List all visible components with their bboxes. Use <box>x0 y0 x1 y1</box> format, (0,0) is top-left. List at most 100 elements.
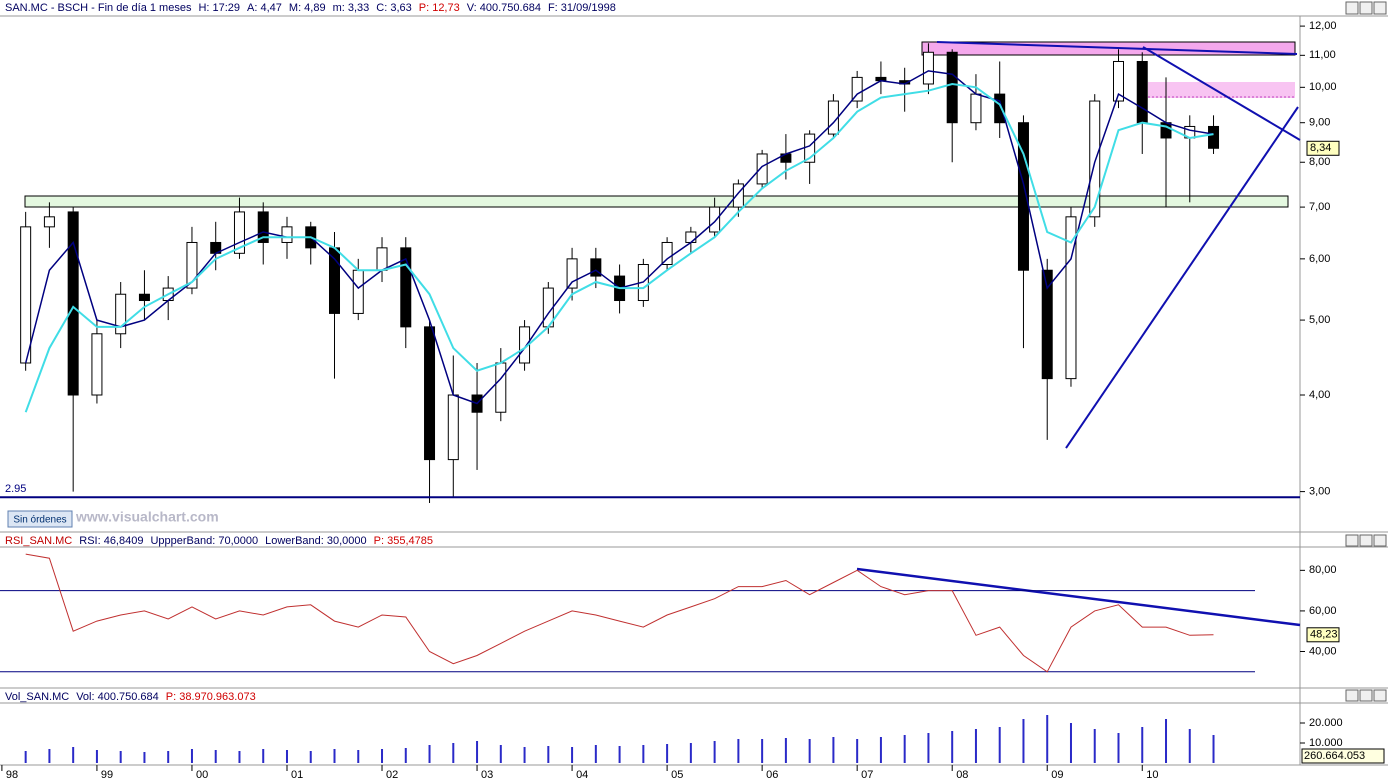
candle-body <box>709 206 721 233</box>
volume-bar <box>737 739 740 763</box>
support-label: 2.95 <box>5 483 26 495</box>
candle-body <box>400 247 412 328</box>
volume-bar <box>974 729 977 763</box>
candle-body <box>1089 100 1101 218</box>
volume-bar <box>666 744 669 763</box>
volume-bar <box>1069 723 1072 763</box>
x-tick-label: 08 <box>956 769 968 781</box>
volume-bar <box>927 733 930 763</box>
candle-body <box>233 211 245 254</box>
last-value-box <box>1306 627 1340 643</box>
volume-bar <box>1165 719 1168 763</box>
candle-body <box>495 362 507 413</box>
candle-body <box>115 293 127 335</box>
header-item: m: 3,33 <box>333 2 370 14</box>
header-item: C: 3,63 <box>376 2 411 14</box>
volume-bar <box>856 739 859 763</box>
candle-body <box>1208 125 1220 149</box>
support-zone <box>24 195 1289 208</box>
y-tick-label: 60,00 <box>1309 605 1337 617</box>
volume-bar <box>119 751 122 763</box>
x-tick-label: 99 <box>101 769 113 781</box>
candle-body <box>376 247 388 271</box>
volume-bar <box>642 745 645 763</box>
candle-body <box>257 211 269 243</box>
volume-bar <box>381 749 384 763</box>
x-tick-label: 03 <box>481 769 493 781</box>
header-item: M: 4,89 <box>289 2 326 14</box>
y-tick-label: 10,00 <box>1309 81 1337 93</box>
volume-bar <box>594 745 597 763</box>
candle-body <box>851 76 863 102</box>
candle-body <box>67 211 79 396</box>
last-value-label: 260.664.053 <box>1304 750 1365 762</box>
volume-bar <box>190 749 193 763</box>
x-tick-label: 10 <box>1146 769 1158 781</box>
candle-body <box>424 326 436 461</box>
volume-bar <box>404 748 407 763</box>
window-buttons[interactable] <box>1345 1 1387 702</box>
trend-line <box>856 567 1301 627</box>
x-tick-label: 07 <box>861 769 873 781</box>
volume-bar <box>547 746 550 763</box>
volume-bar <box>1046 715 1049 763</box>
candle-body <box>756 153 768 185</box>
volume-bar <box>285 750 288 763</box>
volume-bar <box>143 752 146 763</box>
volume-bar <box>832 737 835 763</box>
last-value-box <box>1301 748 1385 764</box>
candle-body <box>970 93 982 124</box>
header-item: RSI_SAN.MC <box>5 535 72 547</box>
candle-body <box>590 258 602 277</box>
candle-body <box>91 333 103 396</box>
candle-body <box>281 226 293 243</box>
last-value-label: 48,23 <box>1310 629 1338 641</box>
header-item: RSI: 46,8409 <box>79 535 143 547</box>
header-item: LowerBand: 30,0000 <box>265 535 367 547</box>
header-item: V: 400.750.684 <box>467 2 541 14</box>
trend-line <box>1142 46 1301 141</box>
y-tick-label: 5,00 <box>1309 314 1330 326</box>
candle-body <box>1065 216 1077 380</box>
y-tick-label: 3,00 <box>1309 486 1330 498</box>
rsi-line <box>25 553 1214 673</box>
x-tick-label: 98 <box>6 769 18 781</box>
x-tick-label: 02 <box>386 769 398 781</box>
candle-body <box>1136 60 1148 124</box>
volume-bar <box>571 747 574 763</box>
volume-bar <box>689 743 692 763</box>
volume-bar <box>452 743 455 763</box>
x-tick-label: 09 <box>1051 769 1063 781</box>
volume-bar <box>309 751 312 763</box>
volume-bar <box>998 727 1001 763</box>
button-label[interactable]: Sin órdenes <box>13 515 66 526</box>
header-item: SAN.MC - BSCH - Fin de día 1 meses <box>5 2 192 14</box>
moving-average <box>24 82 1214 413</box>
header-item: Vol: 400.750.684 <box>76 691 159 703</box>
candle-body <box>1112 60 1124 102</box>
candle-body <box>329 247 341 314</box>
candle-body <box>1041 269 1053 380</box>
y-tick-label: 80,00 <box>1309 564 1337 576</box>
volume-bar <box>784 738 787 763</box>
candle-body <box>1017 122 1029 271</box>
candle-body <box>138 293 150 302</box>
button[interactable] <box>7 510 73 528</box>
volume-bar <box>167 751 170 763</box>
panel-header: Vol_SAN.MC Vol: 400.750.684 P: 38.970.963.… <box>5 691 256 703</box>
trend-line <box>1065 106 1299 449</box>
volume-bar <box>951 731 954 763</box>
header-item: Vol_SAN.MC <box>5 691 69 703</box>
y-tick-label: 12,00 <box>1309 20 1337 32</box>
x-tick-label: 05 <box>671 769 683 781</box>
y-tick-label: 8,00 <box>1309 156 1330 168</box>
header-item: UppperBand: 70,0000 <box>150 535 258 547</box>
volume-bar <box>214 750 217 763</box>
volume-bar <box>333 749 336 763</box>
candle-body <box>352 269 364 314</box>
volume-bar <box>903 735 906 763</box>
volume-bar <box>1022 719 1025 763</box>
candle-body <box>661 241 673 265</box>
